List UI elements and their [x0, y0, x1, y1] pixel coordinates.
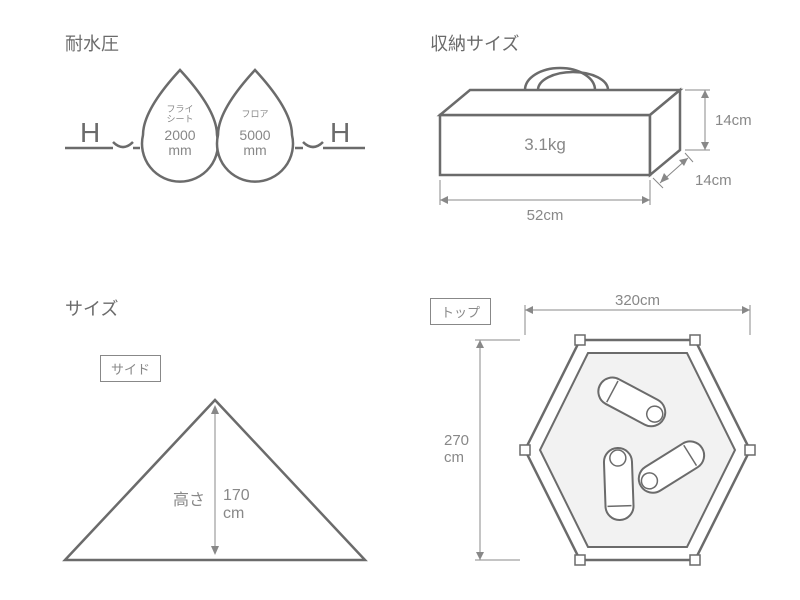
- svg-text:3.1kg: 3.1kg: [524, 135, 566, 154]
- waterproof-diagram: H H フライ シート 2000 mm フロア 5000 mm: [65, 60, 365, 190]
- svg-text:フライ: フライ: [166, 104, 193, 114]
- svg-text:高さ: 高さ: [173, 491, 205, 509]
- top-hexagon: 320cm 270 cm: [420, 290, 780, 590]
- svg-text:52cm: 52cm: [527, 207, 564, 224]
- svg-text:cm: cm: [223, 505, 244, 522]
- side-triangle: 高さ 170 cm: [55, 390, 375, 580]
- svg-text:5000: 5000: [239, 127, 270, 143]
- svg-text:シート: シート: [166, 114, 193, 124]
- svg-text:14cm: 14cm: [715, 112, 752, 129]
- svg-text:H: H: [330, 117, 350, 148]
- svg-text:mm: mm: [168, 142, 191, 158]
- size-title: サイズ: [65, 295, 118, 321]
- storage-title: 収納サイズ: [430, 30, 519, 56]
- svg-text:H: H: [80, 117, 100, 148]
- waterproof-title: 耐水圧: [65, 30, 119, 56]
- storage-diagram: 3.1kg 52cm 14cm 14cm: [430, 65, 760, 230]
- svg-text:14cm: 14cm: [695, 172, 732, 189]
- svg-text:170: 170: [223, 487, 250, 504]
- svg-text:320cm: 320cm: [615, 292, 660, 309]
- svg-text:cm: cm: [444, 449, 464, 466]
- svg-text:フロア: フロア: [241, 109, 268, 119]
- svg-text:270: 270: [444, 432, 469, 449]
- side-label: サイド: [100, 355, 161, 382]
- svg-text:mm: mm: [243, 142, 266, 158]
- svg-text:2000: 2000: [164, 127, 195, 143]
